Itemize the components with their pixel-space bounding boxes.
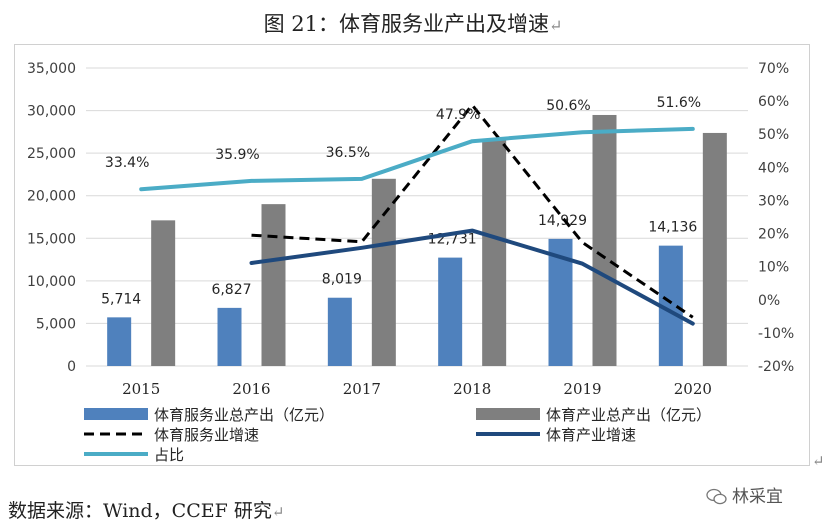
source-text: 数据来源：Wind，CCEF 研究	[8, 500, 272, 522]
y-left-tick-label: 0	[67, 359, 76, 375]
bar-data-label: 14,929	[538, 213, 587, 229]
bar-service-output	[438, 257, 463, 366]
bar-service-output	[217, 307, 242, 366]
bar-data-label: 5,714	[101, 291, 141, 307]
x-tick-label: 2018	[453, 380, 491, 398]
y-left-tick-label: 20,000	[27, 189, 76, 205]
x-tick-label: 2016	[232, 380, 270, 398]
bar-industry-output	[702, 132, 727, 366]
share-data-label: 47.9%	[436, 107, 480, 123]
legend-swatch	[84, 408, 148, 420]
line-industry-growth	[249, 228, 695, 326]
line-service-growth	[251, 103, 694, 319]
bar-data-label: 14,136	[648, 220, 697, 236]
bar-industry-output	[261, 204, 286, 366]
y-right-tick-label: 40%	[758, 160, 789, 176]
bar-service-output	[107, 317, 132, 366]
y-right-tick-label: -10%	[758, 326, 794, 342]
watermark: 林采宜	[706, 482, 783, 507]
chart-title-text: 图 21：体育服务业产出及增速	[263, 12, 549, 36]
y-left-tick-label: 35,000	[27, 61, 76, 77]
legend-label: 体育服务业增速	[154, 426, 259, 444]
watermark-text: 林采宜	[732, 487, 783, 507]
line-share	[139, 126, 695, 192]
share-data-label: 50.6%	[546, 98, 590, 114]
legend-swatch	[476, 408, 540, 420]
chart-title: 图 21：体育服务业产出及增速↵	[0, 8, 826, 38]
y-left-tick-label: 30,000	[27, 104, 76, 120]
y-right-tick-label: 10%	[758, 260, 789, 276]
bar-industry-output	[151, 220, 176, 366]
bar-industry-output	[482, 139, 507, 366]
y-right-tick-label: 60%	[758, 94, 789, 110]
bar-industry-output	[592, 114, 617, 366]
y-right-tick-label: 20%	[758, 227, 789, 243]
x-tick-label: 2019	[563, 380, 601, 398]
share-data-label: 35.9%	[215, 147, 259, 163]
bar-industry-output	[371, 178, 396, 366]
bar-data-label: 6,827	[211, 282, 251, 298]
bar-service-output	[327, 297, 352, 366]
y-right-tick-label: 0%	[758, 293, 780, 309]
share-data-label: 36.5%	[326, 145, 370, 161]
legend-label: 体育服务业总产出（亿元）	[154, 406, 334, 424]
legend-label: 体育产业增速	[546, 426, 636, 444]
y-right-tick-label: 30%	[758, 193, 789, 209]
bar-data-label: 8,019	[322, 272, 362, 288]
y-right-tick-label: -20%	[758, 359, 794, 375]
return-mark-icon: ↵	[271, 503, 285, 521]
legend-label: 体育产业总产出（亿元）	[546, 406, 711, 424]
return-mark-icon: ↵	[549, 16, 563, 35]
share-data-label: 51.6%	[657, 95, 701, 111]
y-left-tick-label: 15,000	[27, 231, 76, 247]
source-note: 数据来源：Wind，CCEF 研究↵	[8, 496, 284, 523]
legend-label: 占比	[154, 446, 184, 464]
y-left-tick-label: 25,000	[27, 146, 76, 162]
y-right-tick-label: 50%	[758, 127, 789, 143]
return-mark-icon: ↵	[812, 452, 825, 470]
x-tick-label: 2015	[122, 380, 160, 398]
y-left-tick-label: 5,000	[36, 316, 76, 332]
share-data-label: 33.4%	[105, 155, 149, 171]
y-left-tick-label: 10,000	[27, 274, 76, 290]
wechat-icon	[706, 488, 727, 505]
x-tick-label: 2020	[674, 380, 712, 398]
x-tick-label: 2017	[343, 380, 381, 398]
y-right-tick-label: 70%	[758, 61, 789, 77]
chart-frame	[14, 44, 810, 466]
